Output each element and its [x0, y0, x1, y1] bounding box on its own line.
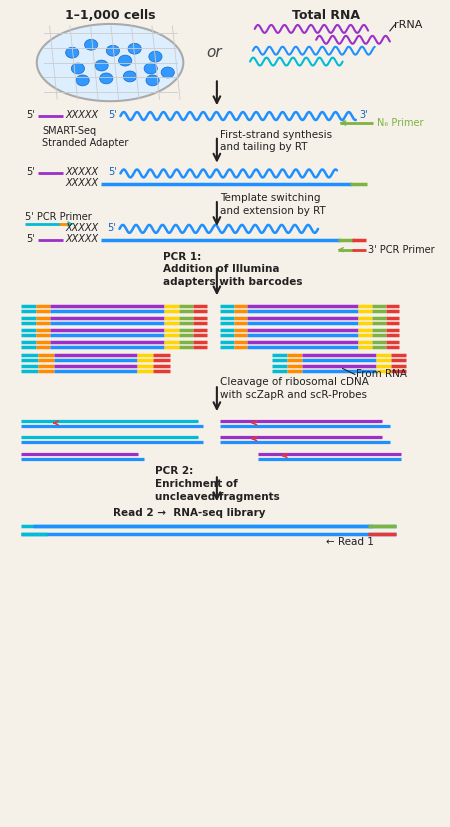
- Text: Total RNA: Total RNA: [292, 9, 360, 22]
- Ellipse shape: [71, 63, 85, 74]
- Text: 3': 3': [359, 110, 368, 120]
- Ellipse shape: [144, 63, 158, 74]
- Text: 5': 5': [26, 234, 35, 244]
- Text: 5': 5': [108, 167, 117, 178]
- Text: or: or: [206, 45, 222, 60]
- Ellipse shape: [66, 47, 79, 58]
- Ellipse shape: [123, 71, 136, 82]
- Text: ← Read 1: ← Read 1: [326, 537, 374, 547]
- Text: 3' PCR Primer: 3' PCR Primer: [368, 245, 435, 255]
- Text: XXXXX: XXXXX: [65, 179, 98, 189]
- Ellipse shape: [128, 43, 141, 54]
- Text: From RNA: From RNA: [356, 370, 407, 380]
- Text: 5': 5': [108, 223, 116, 233]
- Text: 5': 5': [26, 110, 35, 120]
- Text: PCR 1:
Addition of Illumina
adapters with barcodes: PCR 1: Addition of Illumina adapters wit…: [163, 251, 302, 287]
- Ellipse shape: [37, 24, 183, 101]
- Text: XXXXX: XXXXX: [65, 234, 98, 244]
- Text: First-strand synthesis
and tailing by RT: First-strand synthesis and tailing by RT: [220, 130, 332, 152]
- Text: XXXXX: XXXXX: [65, 167, 98, 178]
- Text: N₆ Primer: N₆ Primer: [377, 118, 423, 128]
- Ellipse shape: [85, 40, 98, 50]
- Text: rRNA: rRNA: [394, 20, 422, 30]
- Text: PCR 2:
Enrichment of
uncleaved fragments: PCR 2: Enrichment of uncleaved fragments: [155, 466, 280, 502]
- Ellipse shape: [118, 55, 132, 66]
- Text: 5': 5': [26, 167, 35, 178]
- Text: XXXXX: XXXXX: [65, 223, 98, 233]
- Ellipse shape: [106, 45, 120, 56]
- Ellipse shape: [161, 67, 174, 78]
- Text: 5' PCR Primer: 5' PCR Primer: [25, 212, 92, 222]
- Ellipse shape: [149, 51, 162, 62]
- Text: Template switching
and extension by RT: Template switching and extension by RT: [220, 194, 325, 216]
- Text: 1–1,000 cells: 1–1,000 cells: [65, 9, 155, 22]
- Text: 5': 5': [108, 110, 117, 120]
- Text: Cleavage of ribosomal cDNA
with scZapR and scR-Probes: Cleavage of ribosomal cDNA with scZapR a…: [220, 377, 369, 400]
- Text: SMART-Seq
Stranded Adapter: SMART-Seq Stranded Adapter: [42, 126, 128, 148]
- Text: XXXXX: XXXXX: [65, 110, 98, 120]
- Ellipse shape: [95, 60, 108, 71]
- Ellipse shape: [146, 75, 159, 86]
- Ellipse shape: [76, 75, 89, 86]
- Text: Read 2 →  RNA-seq library: Read 2 → RNA-seq library: [113, 508, 266, 518]
- Ellipse shape: [99, 73, 113, 84]
